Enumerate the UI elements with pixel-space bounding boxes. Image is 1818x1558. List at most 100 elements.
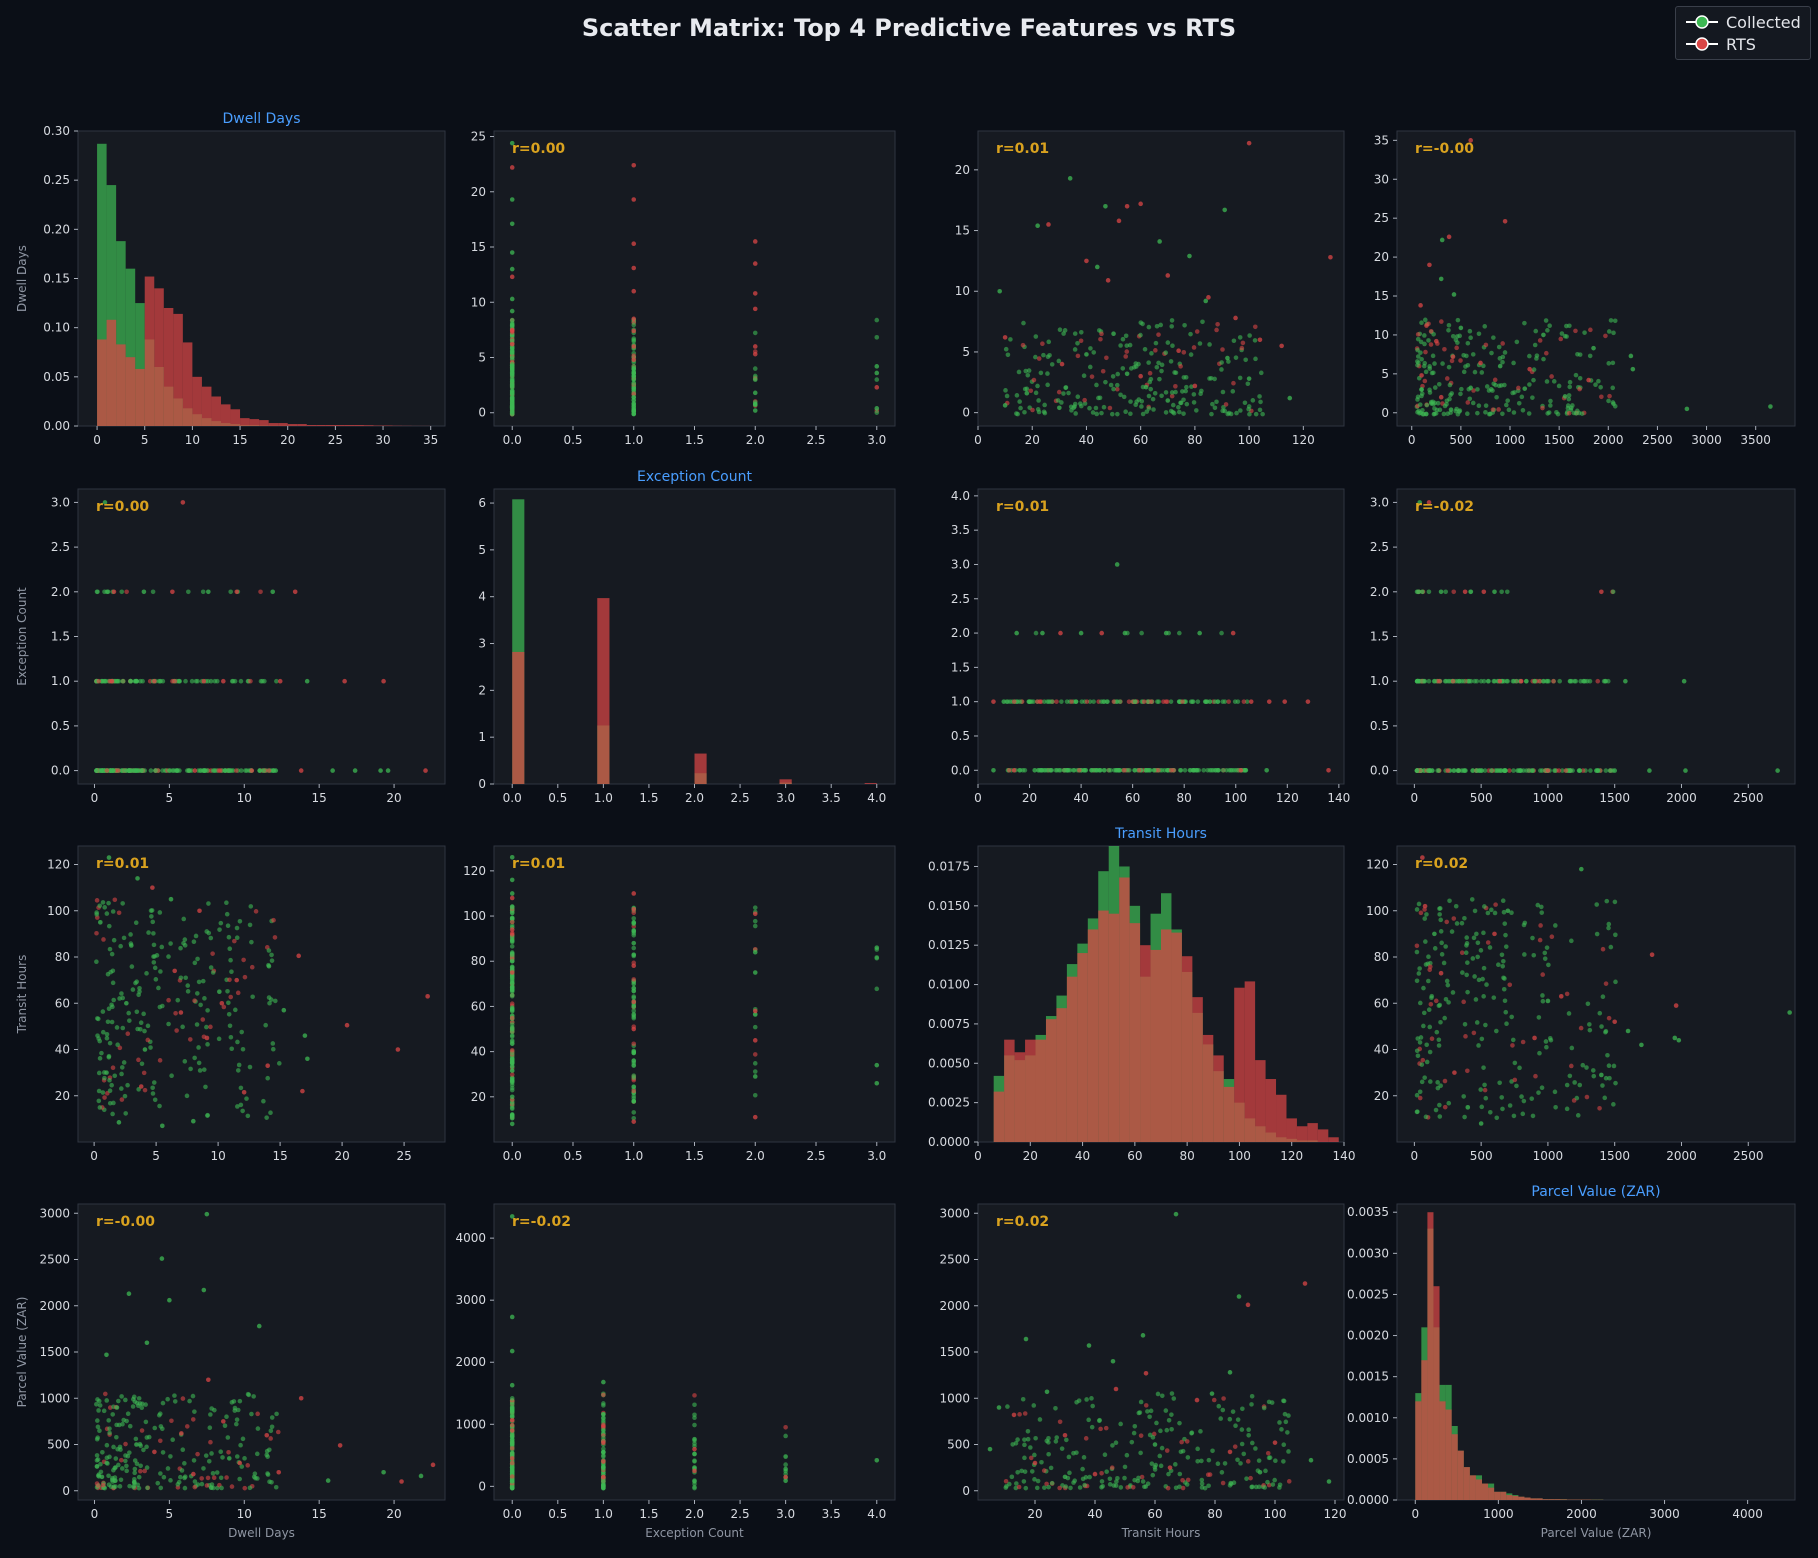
point-collected (1238, 1461, 1243, 1466)
point-collected (1465, 989, 1470, 995)
point-collected (1526, 411, 1532, 416)
point-collected (1606, 925, 1611, 931)
point-collected (1140, 411, 1146, 417)
plot-area (512, 499, 877, 784)
point-rts (1058, 630, 1063, 636)
point-collected (1544, 1044, 1549, 1050)
point-collected (217, 989, 222, 994)
point-collected (94, 1453, 100, 1458)
point-collected (1541, 332, 1546, 338)
point-collected (1089, 767, 1094, 773)
point-collected (261, 1098, 266, 1104)
point-collected (1159, 1393, 1165, 1399)
point-collected (631, 337, 637, 343)
point-rts (1226, 699, 1231, 704)
point-collected (1207, 342, 1212, 347)
panel-background (977, 488, 1345, 785)
x-tick-label: 20 (1023, 1149, 1038, 1163)
hist-bar-rts (230, 409, 241, 426)
hist-bar-rts (1482, 1483, 1489, 1500)
point-rts (631, 1088, 637, 1094)
point-collected (1157, 1453, 1163, 1459)
point-collected (240, 1046, 246, 1052)
point-collected (107, 1430, 112, 1436)
point-collected (1435, 1080, 1440, 1085)
point-collected (104, 911, 110, 916)
point-collected (1080, 1466, 1085, 1472)
point-collected (1426, 978, 1431, 984)
point-collected (1422, 317, 1428, 323)
point-collected (1463, 950, 1469, 956)
point-collected (509, 1440, 515, 1445)
point-rts (1125, 1485, 1130, 1490)
plot-area (993, 846, 1339, 1142)
point-collected (509, 1005, 515, 1010)
point-collected (1530, 1113, 1536, 1119)
point-collected (1530, 768, 1536, 773)
point-collected (509, 366, 515, 371)
point-collected (1683, 768, 1688, 773)
point-collected (1607, 1075, 1612, 1081)
point-collected (752, 918, 758, 924)
point-rts (1143, 1370, 1149, 1376)
x-tick-label: 2000 (1593, 433, 1624, 447)
y-tick-label: 0.30 (43, 124, 70, 138)
point-collected (158, 969, 163, 974)
point-collected (249, 1411, 254, 1417)
point-collected (692, 1459, 697, 1464)
point-collected (1166, 1418, 1172, 1423)
point-collected (1419, 356, 1424, 362)
point-collected (1512, 1060, 1518, 1066)
point-collected (1071, 1480, 1076, 1485)
hist-bar-rts (1045, 1019, 1057, 1142)
point-collected (1590, 1068, 1596, 1073)
point-rts (1450, 678, 1456, 684)
point-collected (1084, 352, 1089, 357)
point-collected (1062, 328, 1068, 333)
hist-bar-rts (1140, 945, 1151, 1142)
point-collected (106, 923, 112, 929)
point-collected (1516, 400, 1522, 406)
point-collected (1246, 406, 1251, 412)
x-tick-label: 40 (1087, 1507, 1102, 1521)
point-collected (1545, 678, 1550, 684)
legend-label-collected: Collected (1726, 12, 1801, 32)
point-collected (248, 904, 254, 909)
point-rts (300, 1088, 305, 1094)
point-collected (1222, 207, 1228, 213)
point-collected (1499, 1095, 1505, 1100)
point-collected (509, 1314, 515, 1320)
x-tick-label: 1.0 (624, 1149, 643, 1163)
point-collected (601, 1418, 606, 1424)
point-collected (509, 404, 515, 410)
point-rts (752, 1008, 758, 1014)
point-collected (1197, 341, 1203, 346)
point-rts (219, 1000, 225, 1006)
point-rts (101, 937, 106, 942)
point-collected (1066, 1454, 1072, 1460)
point-collected (1611, 330, 1616, 336)
point-rts (1468, 138, 1474, 143)
point-rts (1040, 341, 1045, 347)
point-collected (1077, 1485, 1083, 1490)
point-collected (96, 1408, 101, 1413)
point-collected (1450, 990, 1456, 995)
point-rts (119, 1457, 124, 1463)
y-tick-label: 30 (1374, 172, 1389, 186)
point-collected (114, 1434, 119, 1440)
hist-bar-rts (287, 424, 298, 426)
point-collected (1151, 407, 1156, 412)
point-collected (1610, 400, 1616, 405)
point-collected (266, 948, 272, 953)
point-collected (1131, 1430, 1137, 1436)
hist-bar-rts (1087, 929, 1099, 1142)
point-collected (752, 366, 758, 371)
y-tick-label: 0.0050 (928, 1056, 970, 1070)
point-collected (229, 1400, 235, 1405)
point-rts (1031, 377, 1037, 383)
point-collected (1014, 630, 1019, 636)
point-collected (159, 944, 165, 950)
point-collected (234, 925, 240, 931)
point-collected (1422, 916, 1428, 921)
point-collected (1431, 370, 1436, 376)
